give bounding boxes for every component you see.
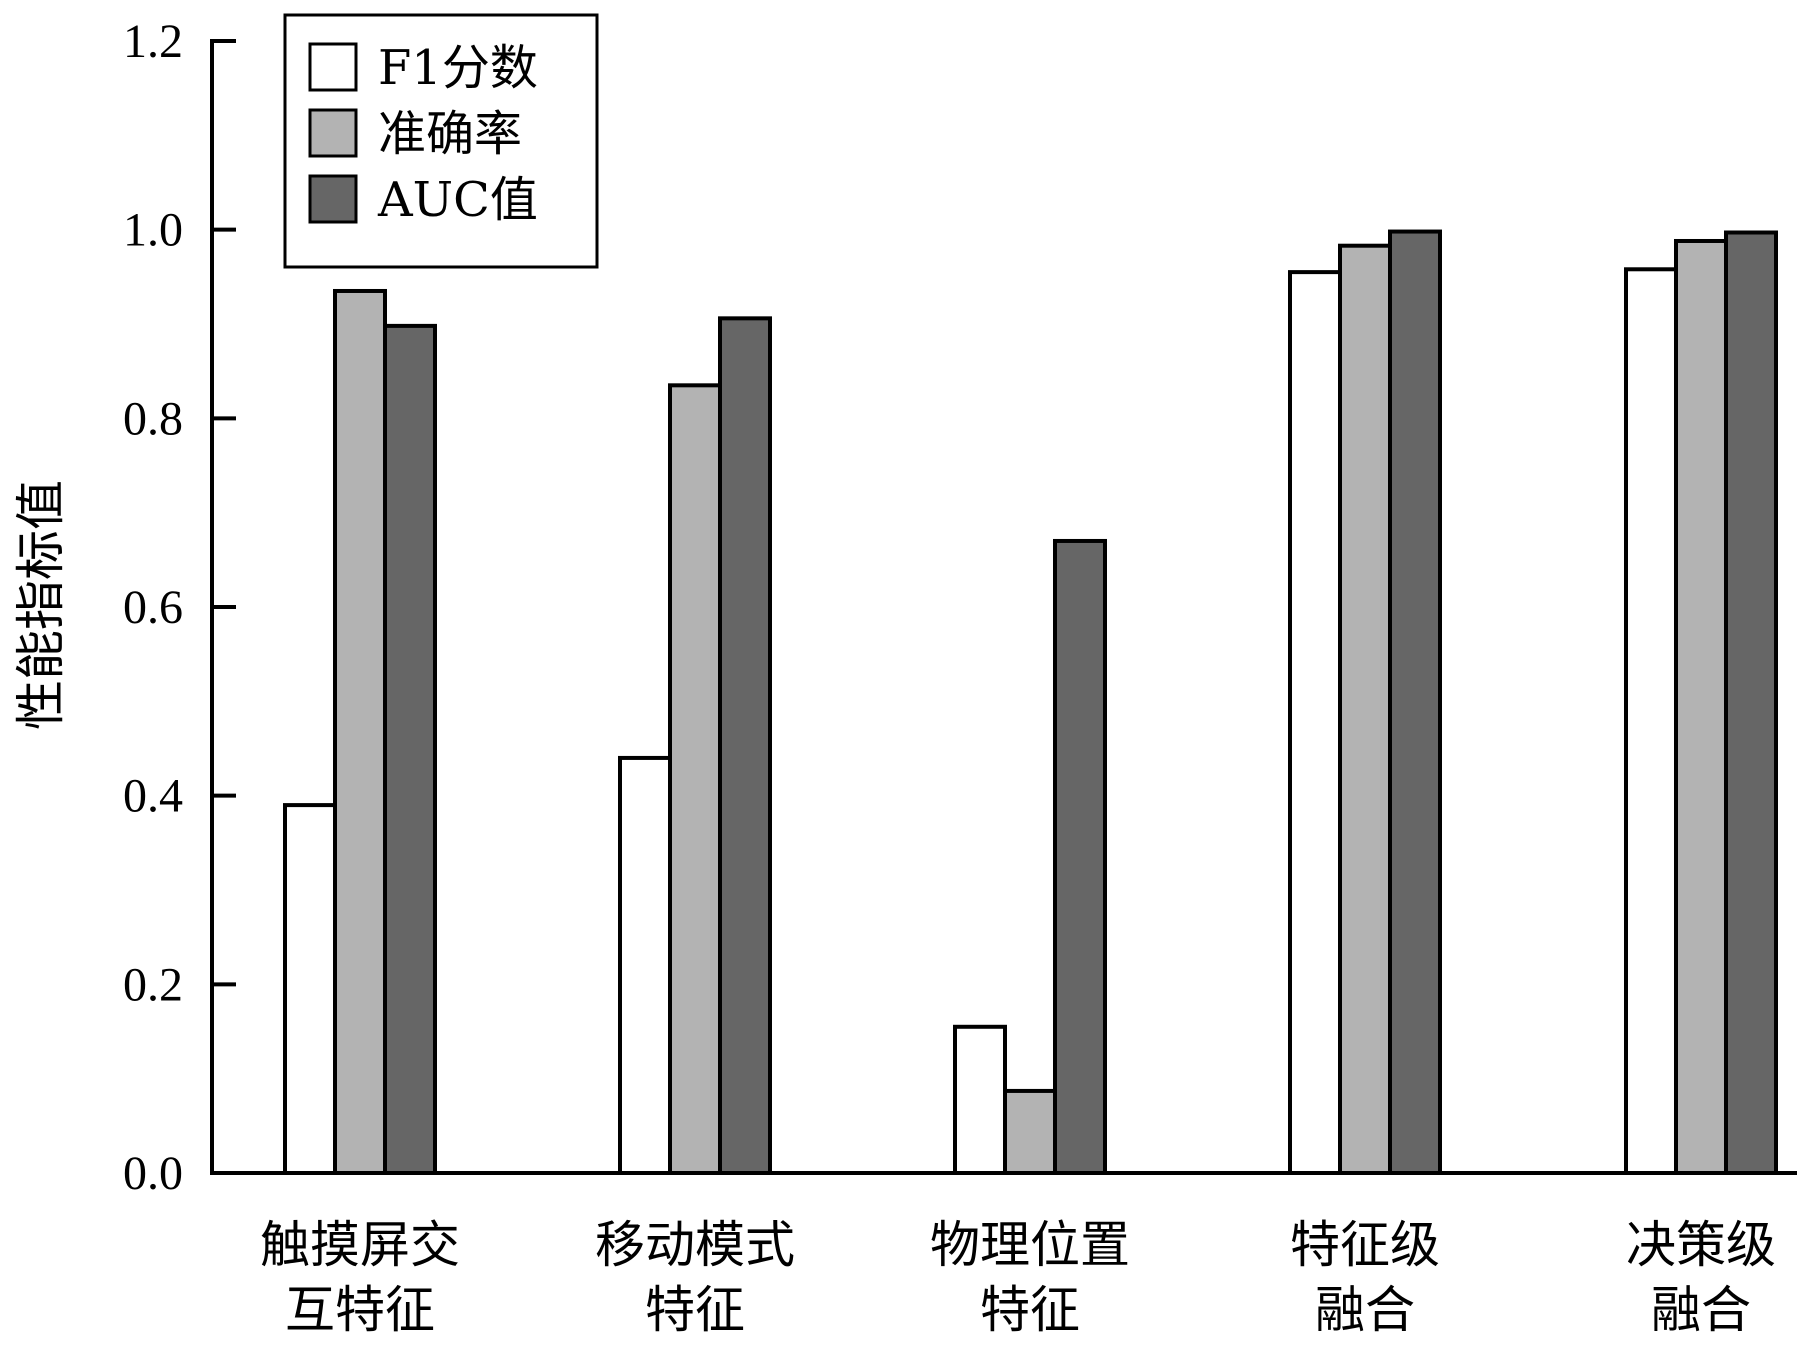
bar-2-2 <box>668 383 722 1176</box>
bar-3-3 <box>1053 538 1107 1175</box>
legend-label: F1分数 <box>378 40 538 96</box>
bar-1-2 <box>618 755 672 1176</box>
y-tick-label: 1.2 <box>123 15 183 68</box>
bar-2-4 <box>1338 243 1392 1176</box>
x-category-label: 互特征 <box>285 1281 435 1339</box>
legend-swatch <box>308 108 358 158</box>
bar-3-2 <box>718 316 772 1175</box>
y-tick-label: 0.2 <box>123 958 183 1011</box>
bar-1-1 <box>283 803 337 1175</box>
bar-3-1 <box>383 323 437 1175</box>
y-tick-label: 0.8 <box>123 392 183 445</box>
y-tick-label: 0.0 <box>123 1147 183 1200</box>
x-category-label: 物理位置 <box>930 1216 1130 1274</box>
y-axis-label: 性能指标值 <box>12 480 70 730</box>
legend-label: AUC值 <box>377 172 538 228</box>
bar-2-3 <box>1003 1088 1057 1176</box>
legend-swatch <box>308 42 358 92</box>
y-tick-label: 0.6 <box>123 581 183 634</box>
bar-2-5 <box>1674 238 1728 1175</box>
x-category-label: 触摸屏交 <box>260 1216 460 1274</box>
x-category-label: 特征级 <box>1290 1216 1440 1274</box>
y-ticks-group: 0.0 0.2 0.4 0.6 0.8 1.0 1.2 <box>123 15 236 1200</box>
x-category-label: 移动模式 <box>595 1216 795 1274</box>
bar-1-5 <box>1624 267 1678 1175</box>
x-category-label: 融合 <box>1315 1281 1415 1339</box>
bars-group <box>283 229 1778 1176</box>
x-category-label: 决策级 <box>1626 1216 1776 1274</box>
bar-1-3 <box>953 1024 1007 1175</box>
legend-label: 准确率 <box>378 106 522 162</box>
x-category-label: 特征 <box>645 1281 745 1339</box>
x-category-label: 特征 <box>980 1281 1080 1339</box>
y-tick-label: 0.4 <box>123 770 183 823</box>
bar-2-1 <box>333 288 387 1175</box>
bar-1-4 <box>1288 270 1342 1176</box>
legend-swatch <box>308 174 358 224</box>
y-tick-label: 1.0 <box>123 204 183 257</box>
x-category-label: 融合 <box>1651 1281 1751 1339</box>
bar-3-5 <box>1724 230 1778 1176</box>
bar-3-4 <box>1388 229 1442 1175</box>
